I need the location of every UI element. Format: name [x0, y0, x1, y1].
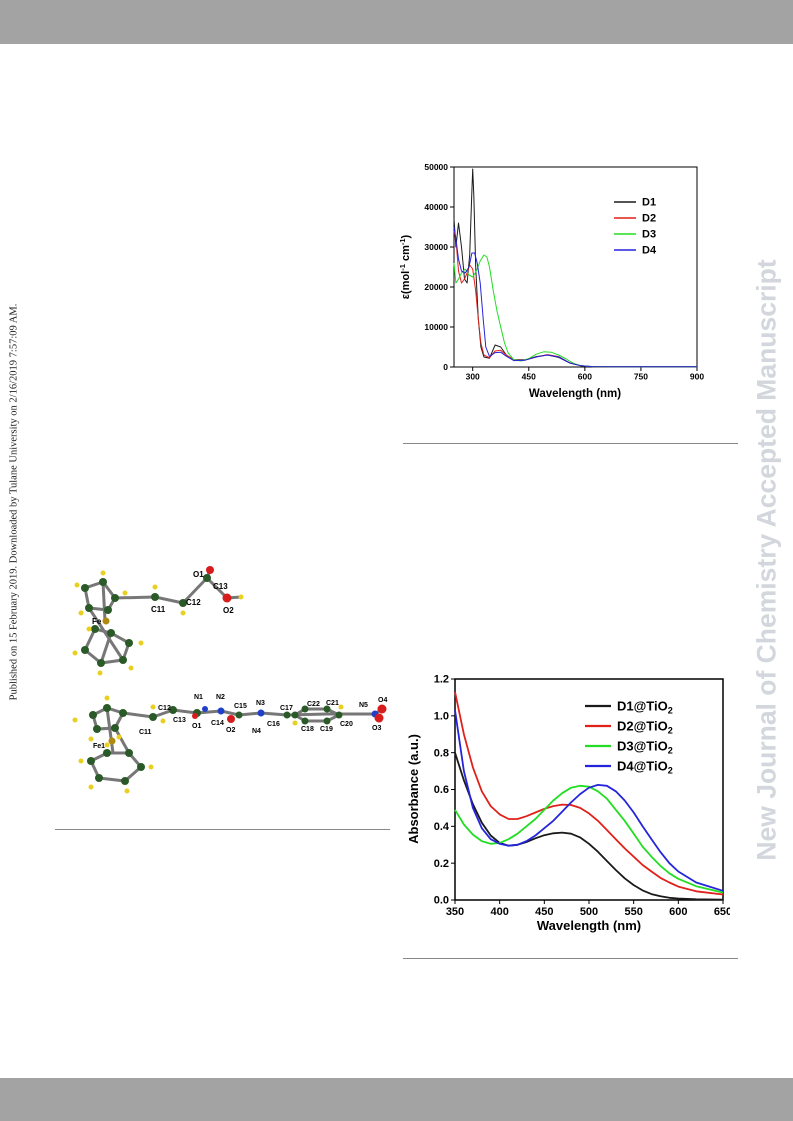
x-tick-label: 750	[634, 372, 648, 382]
legend-label: D1@TiO2	[617, 698, 673, 715]
structure-bottom: N1 N2 C15 N3 C22 C21 N5 O4 C12 C13 O1 C1…	[72, 694, 387, 794]
y-tick-label: 0.0	[434, 895, 449, 907]
atom-label: Fe	[92, 617, 102, 626]
atom-label: O2	[223, 606, 234, 615]
x-tick-label: 500	[580, 906, 598, 918]
atom-label: C21	[326, 700, 339, 707]
y-tick-label: 30000	[424, 242, 448, 252]
legend-label: D3@TiO2	[617, 738, 673, 755]
y-tick-label: 10000	[424, 322, 448, 332]
chart2-plot-frame	[454, 678, 724, 901]
x-tick-label: 650	[714, 906, 730, 918]
atom-label: C18	[301, 726, 314, 733]
series-line-d2	[453, 230, 697, 368]
x-tick-label: 400	[490, 906, 508, 918]
x-tick-label: 550	[624, 906, 642, 918]
chart2-x-axis-label: Wavelength (nm)	[537, 918, 641, 933]
atom-label: Fe1	[93, 743, 105, 750]
atom-label: O3	[372, 725, 381, 732]
atom-label: N2	[216, 694, 225, 701]
chart2-y-axis-label: Absorbance (a.u.)	[406, 734, 421, 844]
x-tick-label: 600	[578, 372, 592, 382]
atom-label: C15	[234, 703, 247, 710]
x-tick-label: 450	[535, 906, 553, 918]
y-tick-label: 0	[443, 362, 448, 372]
atom-label: N4	[252, 728, 261, 735]
y-tick-label: 1.2	[434, 674, 449, 686]
structure-bottom-bonds	[89, 706, 383, 783]
uv-vis-chart-solution: 0 10000 20000 30000 40000 50000 300 450 600 750 9…	[398, 162, 704, 400]
y-tick-label: 0.4	[434, 821, 450, 833]
page-footer-bar	[0, 1078, 793, 1121]
crystal-structures-figure: O1 C13 C11 C12 O2 Fe	[72, 566, 387, 794]
atom-label: C20	[340, 721, 353, 728]
atom-label: C13	[213, 582, 228, 591]
watermark-text: New Journal of Chemistry Accepted Manusc…	[751, 259, 782, 861]
atom-label: C19	[320, 726, 333, 733]
atom-label: C12	[186, 598, 201, 607]
chart1-plot-frame	[453, 166, 698, 368]
x-tick-label: 900	[690, 372, 704, 382]
x-tick-label: 450	[522, 372, 536, 382]
legend-label: D3	[642, 229, 656, 241]
structure-top-atoms	[72, 566, 244, 676]
atom-label: C11	[151, 605, 166, 614]
atom-label: O1	[192, 723, 201, 730]
atom-label: C17	[280, 705, 293, 712]
series-line-d2-tio	[454, 691, 724, 896]
structure-top: O1 C13 C11 C12 O2 Fe	[72, 566, 244, 676]
legend-label: D2@TiO2	[617, 718, 673, 735]
atom-label: N3	[256, 700, 265, 707]
atom-label: N5	[359, 702, 368, 709]
legend-label: D4	[642, 245, 657, 257]
download-notice-text: Published on 15 February 2019. Downloade…	[8, 303, 20, 701]
atom-label: C11	[139, 729, 152, 736]
legend-label: D1	[642, 197, 656, 209]
series-line-d3-tio	[454, 784, 724, 894]
y-tick-label: 20000	[424, 282, 448, 292]
page-header-bar	[0, 0, 793, 44]
y-tick-label: 0.6	[434, 784, 449, 796]
series-line-d1	[453, 168, 697, 368]
atom-label: C14	[211, 720, 224, 727]
chart1-y-axis-label: ε(mol-1 cm-1)	[398, 234, 412, 299]
figure-rule-right-top	[403, 443, 738, 444]
series-line-d3	[453, 254, 697, 368]
series-line-d4-tio	[454, 710, 724, 892]
figure-rule-right-bottom	[403, 958, 738, 959]
x-tick-label: 600	[669, 906, 687, 918]
series-line-d4	[453, 226, 697, 368]
legend-label: D4@TiO2	[617, 758, 673, 775]
atom-label: C13	[173, 717, 186, 724]
y-tick-label: 40000	[424, 202, 448, 212]
chart1-x-axis-label: Wavelength (nm)	[529, 388, 621, 400]
atom-label: O2	[226, 727, 235, 734]
x-tick-label: 350	[446, 906, 464, 918]
figure-rule-left	[55, 829, 390, 830]
structure-bottom-atoms	[72, 695, 387, 794]
legend-label: D2	[642, 213, 656, 225]
atom-label: C16	[267, 721, 280, 728]
uv-vis-chart-tio2: 0.0 0.2 0.4 0.6 0.8 1.0 1.2 350 400 450 500 550 600…	[406, 674, 730, 933]
y-tick-label: 50000	[424, 162, 448, 172]
series-line-d1-tio	[454, 752, 724, 901]
atom-label: O4	[378, 697, 387, 704]
atom-label: O1	[193, 570, 204, 579]
y-tick-label: 0.8	[434, 747, 449, 759]
atom-label: N1	[194, 694, 203, 701]
atom-label: C22	[307, 701, 320, 708]
x-tick-label: 300	[466, 372, 480, 382]
atom-label: C12	[158, 705, 171, 712]
y-tick-label: 0.2	[434, 858, 449, 870]
y-tick-label: 1.0	[434, 711, 449, 723]
